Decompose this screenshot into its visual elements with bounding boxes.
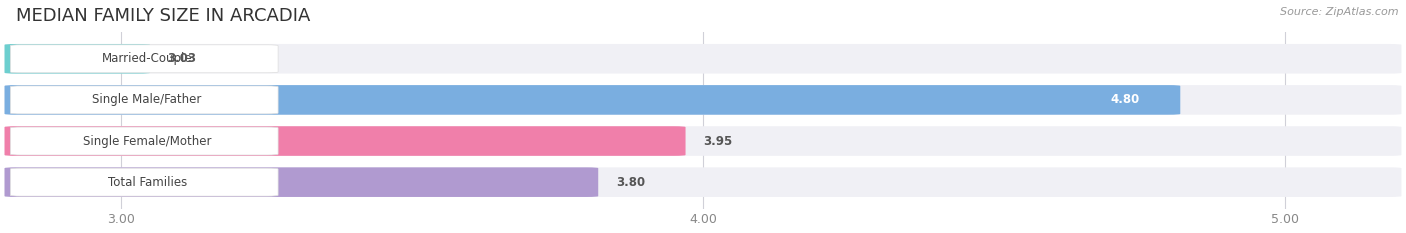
FancyBboxPatch shape [4,85,1180,115]
FancyBboxPatch shape [4,167,1402,197]
Text: Married-Couple: Married-Couple [101,52,193,65]
Text: 3.80: 3.80 [616,176,645,189]
Text: Single Male/Father: Single Male/Father [93,93,202,106]
FancyBboxPatch shape [10,127,278,155]
Text: Total Families: Total Families [107,176,187,189]
FancyBboxPatch shape [10,168,278,196]
FancyBboxPatch shape [4,44,150,74]
Text: Single Female/Mother: Single Female/Mother [83,134,211,147]
FancyBboxPatch shape [4,167,598,197]
FancyBboxPatch shape [4,126,1402,156]
Text: 3.03: 3.03 [167,52,197,65]
FancyBboxPatch shape [4,44,1402,74]
Text: 4.80: 4.80 [1111,93,1139,106]
Text: MEDIAN FAMILY SIZE IN ARCADIA: MEDIAN FAMILY SIZE IN ARCADIA [17,7,311,25]
Text: Source: ZipAtlas.com: Source: ZipAtlas.com [1281,7,1399,17]
FancyBboxPatch shape [4,85,1402,115]
FancyBboxPatch shape [10,45,278,73]
FancyBboxPatch shape [4,126,686,156]
Text: 3.95: 3.95 [703,134,733,147]
FancyBboxPatch shape [10,86,278,114]
